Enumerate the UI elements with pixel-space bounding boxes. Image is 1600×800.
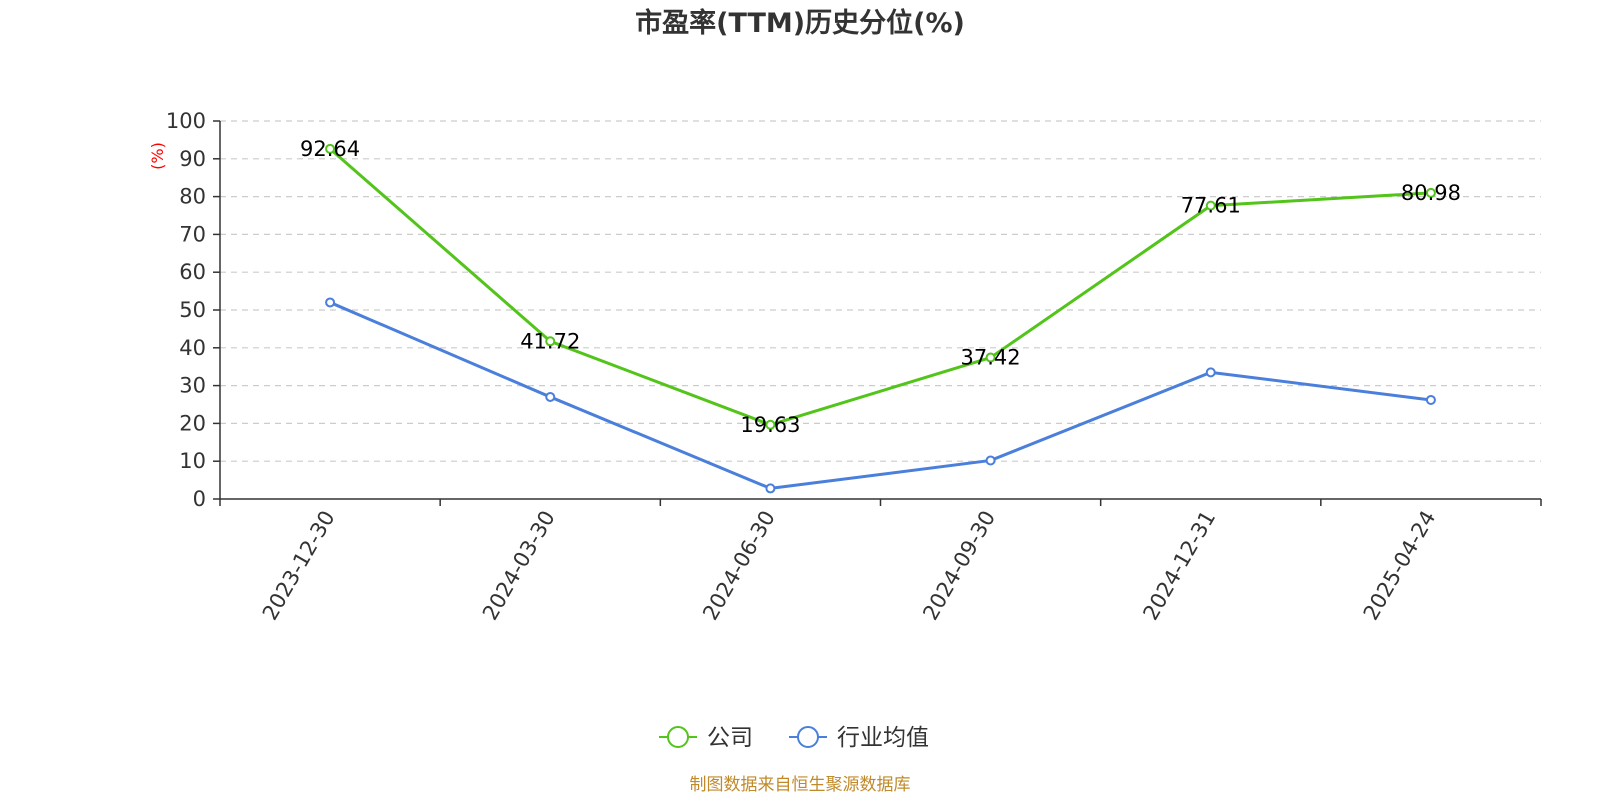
y-tick-label: 60 <box>179 260 206 284</box>
series-1-point[interactable] <box>325 297 336 308</box>
data-label: 19.63 <box>740 413 800 437</box>
series-1-point[interactable] <box>1205 367 1216 378</box>
data-label: 77.61 <box>1181 194 1241 218</box>
legend-item-industry-average[interactable]: 行业均值 <box>789 725 929 751</box>
series-line-1 <box>329 301 1432 490</box>
x-tick-label: 2024-09-30 <box>918 506 1000 624</box>
series-1-point[interactable] <box>1425 394 1436 405</box>
series-0-point[interactable] <box>545 336 556 347</box>
x-tick-label: 2023-12-30 <box>258 507 340 625</box>
legend: 公司 行业均值 <box>659 725 929 751</box>
y-tick-label: 80 <box>179 185 206 209</box>
x-tick-label: 2024-12-31 <box>1138 507 1220 625</box>
series-1-point[interactable] <box>765 483 776 494</box>
x-tick-label: 2024-06-30 <box>698 507 780 625</box>
x-tick-label: 2025-04-24 <box>1359 507 1441 625</box>
series-0-point[interactable] <box>325 143 336 154</box>
grid-lines <box>220 120 1541 462</box>
data-label: 92.64 <box>300 137 360 161</box>
data-labels: 92.64 41.72 19.63 37.42 77.61 80.98 <box>300 137 1461 437</box>
data-label: 80.98 <box>1401 181 1461 205</box>
data-label: 41.72 <box>520 329 580 353</box>
chart-title: 市盈率(TTM)历史分位(%) <box>635 7 965 39</box>
legend-industry-average-label: 行业均值 <box>837 725 929 751</box>
series-0-point[interactable] <box>1205 200 1216 211</box>
legend-item-company[interactable]: 公司 <box>659 725 753 751</box>
series-lines <box>325 143 1436 494</box>
legend-company-circle-icon <box>667 726 689 748</box>
y-tick-label: 20 <box>179 411 206 435</box>
y-axis-unit-label: (%) <box>148 142 167 170</box>
y-tick-label: 10 <box>179 449 206 473</box>
series-0-point[interactable] <box>1425 187 1436 198</box>
series-1-point[interactable] <box>985 455 996 466</box>
series-0-point[interactable] <box>985 352 996 363</box>
y-tick-label: 30 <box>179 374 206 398</box>
y-tick-label: 0 <box>193 487 206 511</box>
series-1-point[interactable] <box>545 391 556 402</box>
legend-industry-circle-icon <box>797 726 819 748</box>
series-line-0 <box>329 147 1432 427</box>
y-tick-label: 40 <box>179 336 206 360</box>
y-tick-label: 90 <box>179 147 206 171</box>
y-tick-label: 70 <box>179 222 206 246</box>
x-tick-label: 2024-03-30 <box>478 507 560 625</box>
y-tick-label: 50 <box>179 298 206 322</box>
legend-company-label: 公司 <box>707 725 753 751</box>
data-source-note: 制图数据来自恒生聚源数据库 <box>690 775 911 795</box>
data-label: 37.42 <box>961 346 1021 370</box>
series-0-point[interactable] <box>765 419 776 430</box>
y-tick-label: 100 <box>166 109 206 133</box>
